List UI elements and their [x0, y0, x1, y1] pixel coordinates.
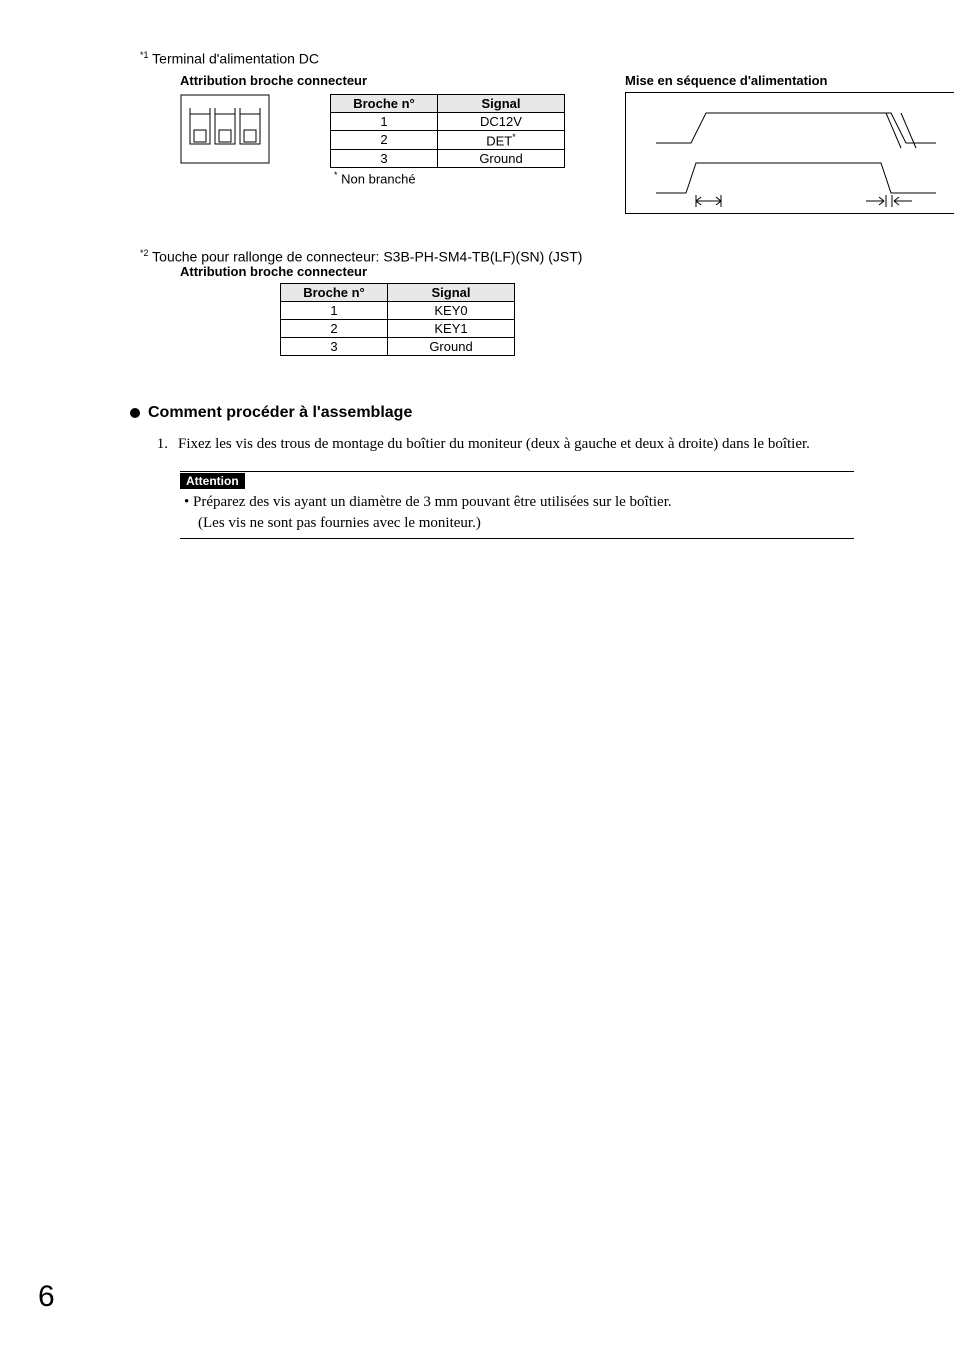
assembly-heading-row: Comment procéder à l'assemblage	[130, 404, 894, 422]
step-1: 1. Fixez les vis des trous de montage du…	[150, 436, 894, 453]
t1-cell: 3	[331, 149, 438, 167]
table2-title: Attribution broche connecteur	[180, 264, 894, 279]
step-1-text: Fixez les vis des trous de montage du bo…	[178, 436, 810, 453]
t2-cell: 2	[281, 320, 388, 338]
footnote-2: *2 Touche pour rallonge de connecteur: S…	[140, 248, 894, 265]
table1-footer-sup: *	[334, 170, 338, 180]
attention-label: Attention	[180, 473, 245, 489]
step-1-number: 1.	[150, 436, 168, 453]
timing-diagram-title: Mise en séquence d'alimentation	[625, 73, 954, 88]
table-row: 3 Ground	[331, 149, 565, 167]
table-row: 3 Ground	[281, 338, 515, 356]
pin-table-2: Broche n° Signal 1 KEY0 2 KEY1 3 Ground	[280, 283, 515, 356]
table1-footer: * Non branché	[334, 170, 565, 186]
attention-line-2: (Les vis ne sont pas fournies avec le mo…	[198, 515, 854, 532]
timing-diagram	[625, 92, 954, 214]
t1-cell: Ground	[438, 149, 565, 167]
table-row: 2 DET*	[331, 130, 565, 149]
footnote-1-sup: *1	[140, 50, 149, 60]
t2-header-signal: Signal	[388, 284, 515, 302]
attention-box: Attention • Préparez des vis ayant un di…	[180, 471, 854, 539]
table-row: 1 KEY0	[281, 302, 515, 320]
footnote-2-text: Touche pour rallonge de connecteur: S3B-…	[152, 248, 582, 264]
footnote-1: *1 Terminal d'alimentation DC	[140, 50, 894, 67]
page: *1 Terminal d'alimentation DC Attributio…	[0, 0, 954, 1350]
t1-cell: 2	[331, 130, 438, 149]
t2-cell: 3	[281, 338, 388, 356]
t2-header-pin: Broche n°	[281, 284, 388, 302]
table1-title: Attribution broche connecteur	[180, 73, 565, 88]
attention-line-1: • Préparez des vis ayant un diamètre de …	[184, 494, 854, 511]
bullet-icon	[130, 408, 140, 418]
t1-cell: DET*	[438, 130, 565, 149]
t2-cell: KEY1	[388, 320, 515, 338]
t1-header-pin: Broche n°	[331, 94, 438, 112]
footnote-2-sup: *2	[140, 248, 149, 258]
t2-cell: 1	[281, 302, 388, 320]
t1-cell: 1	[331, 112, 438, 130]
t2-cell: Ground	[388, 338, 515, 356]
table1-footer-text: Non branché	[341, 171, 415, 186]
t1-det-text: DET	[486, 133, 512, 148]
page-number: 6	[38, 1280, 55, 1314]
connector-diagram	[180, 94, 270, 187]
t1-det-sup: *	[512, 132, 516, 142]
t2-cell: KEY0	[388, 302, 515, 320]
table-row: 1 DC12V	[331, 112, 565, 130]
t1-cell: DC12V	[438, 112, 565, 130]
pin-table-1: Broche n° Signal 1 DC12V 2 DET*	[330, 94, 565, 187]
assembly-heading: Comment procéder à l'assemblage	[148, 404, 412, 422]
t1-header-signal: Signal	[438, 94, 565, 112]
table-row: 2 KEY1	[281, 320, 515, 338]
footnote-1-text: Terminal d'alimentation DC	[152, 51, 319, 67]
